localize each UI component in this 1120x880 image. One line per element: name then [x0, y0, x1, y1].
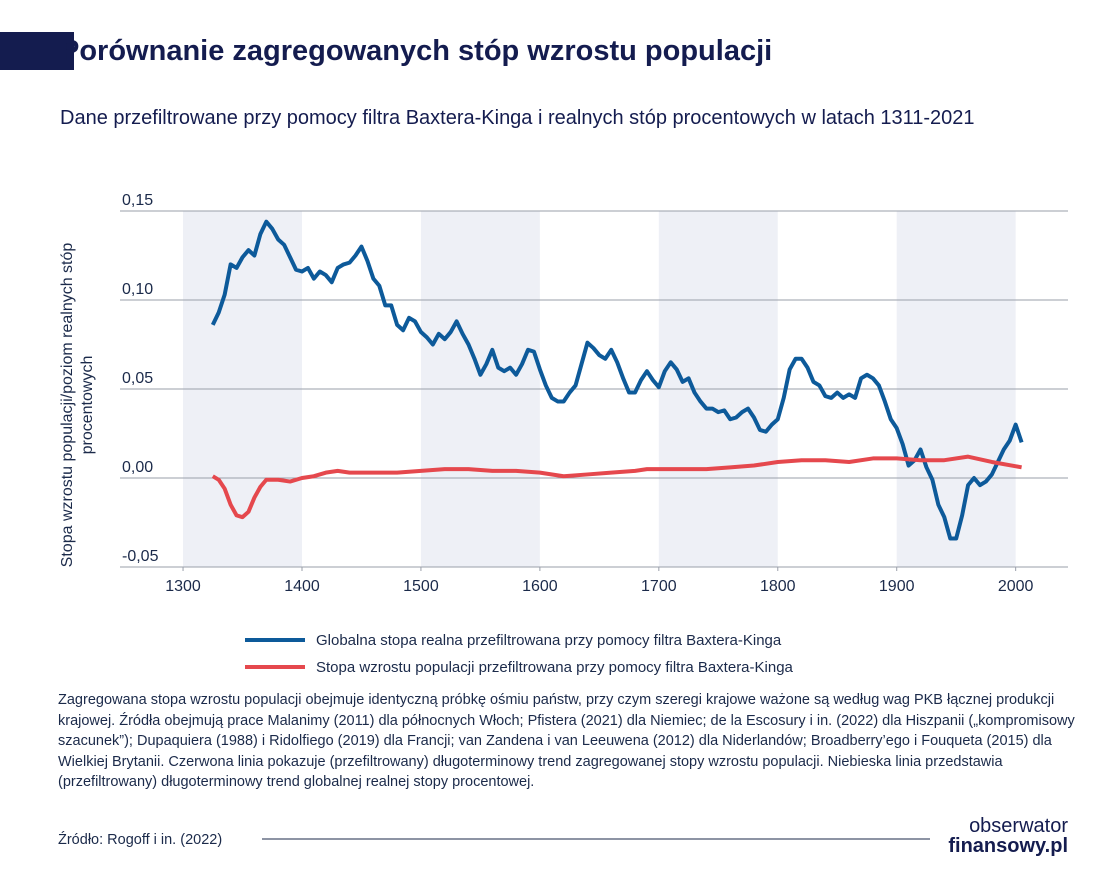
note: Zagregowana stopa wzrostu populacji obej… [58, 692, 1075, 790]
logo: obserwator [969, 815, 1068, 837]
x-tick-label: 1800 [760, 578, 796, 595]
x-tick-label: 1700 [641, 578, 677, 595]
x-tick-label: 1500 [403, 578, 439, 595]
y-tick-label: 0,15 [122, 192, 153, 209]
x-tick-label: 1400 [284, 578, 320, 595]
series-line [210, 219, 1024, 541]
y-tick-label: 0,00 [122, 459, 153, 476]
chart-subtitle: Dane przefiltrowane przy pomocy filtra B… [60, 107, 975, 129]
series-line [211, 454, 1022, 520]
source: Źródło: Rogoff i in. (2022) [58, 831, 222, 848]
y-tick-label: -0,05 [122, 548, 159, 565]
x-tick-label: 2000 [998, 578, 1034, 595]
title-bar [0, 32, 74, 70]
chart-title: Porównanie zagregowanych stóp wzrostu po… [60, 35, 772, 67]
plot: -0,05 0,00 0,05 0,10 0,15 1300 1400 1500 1600 170… [59, 192, 1068, 595]
x-tick-label: 1300 [165, 578, 201, 595]
y-tick-label: 0,10 [122, 281, 153, 298]
logo: finansowy.pl [948, 835, 1068, 857]
y-tick-label: 0,05 [122, 370, 153, 387]
legend-label: Stopa wzrostu populacji przefiltrowana p… [316, 659, 794, 676]
y-axis-label: Stopa wzrostu populacji/poziom realnych … [59, 243, 96, 568]
x-tick-label: 1600 [522, 578, 558, 595]
legend-label: Globalna stopa realna przefiltrowana prz… [316, 632, 782, 649]
x-tick-label: 1900 [879, 578, 915, 595]
